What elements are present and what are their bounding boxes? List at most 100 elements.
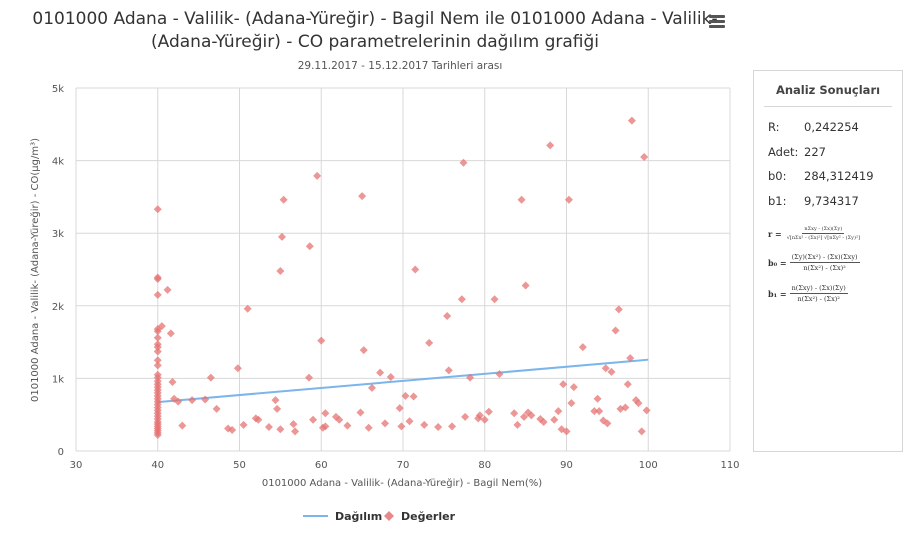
scatter-point[interactable]	[386, 372, 395, 381]
scatter-point[interactable]	[554, 407, 563, 416]
scatter-point[interactable]	[174, 397, 183, 406]
scatter-point[interactable]	[603, 419, 612, 428]
scatter-point[interactable]	[595, 407, 604, 416]
scatter-point[interactable]	[273, 404, 282, 413]
scatter-point[interactable]	[157, 322, 166, 331]
scatter-point[interactable]	[153, 333, 162, 342]
scatter-point[interactable]	[510, 409, 519, 418]
scatter-point[interactable]	[621, 403, 630, 412]
scatter-point[interactable]	[623, 380, 632, 389]
scatter-point[interactable]	[513, 420, 522, 429]
scatter-point[interactable]	[562, 427, 571, 436]
scatter-point[interactable]	[153, 343, 162, 352]
scatter-point[interactable]	[614, 305, 623, 314]
scatter-points[interactable]	[153, 116, 651, 440]
scatter-point[interactable]	[153, 205, 162, 214]
scatter-point[interactable]	[409, 392, 418, 401]
scatter-point[interactable]	[459, 158, 468, 167]
scatter-point[interactable]	[317, 336, 326, 345]
scatter-point[interactable]	[243, 304, 252, 313]
scatter-point[interactable]	[356, 408, 365, 417]
scatter-point[interactable]	[480, 415, 489, 424]
scatter-point[interactable]	[381, 419, 390, 428]
scatter-point[interactable]	[434, 423, 443, 432]
scatter-point[interactable]	[201, 395, 210, 404]
scatter-point[interactable]	[461, 412, 470, 421]
scatter-point[interactable]	[642, 406, 651, 415]
scatter-point[interactable]	[484, 407, 493, 416]
scatter-point[interactable]	[321, 409, 330, 418]
scatter-point[interactable]	[276, 266, 285, 275]
scatter-point[interactable]	[405, 417, 414, 426]
scatter-point[interactable]	[153, 290, 162, 299]
chart-legend[interactable]: Dağılım Değerler	[303, 510, 456, 523]
regression-series[interactable]	[157, 358, 649, 404]
scatter-point[interactable]	[153, 347, 162, 356]
scatter-point[interactable]	[343, 421, 352, 430]
scatter-point[interactable]	[490, 295, 499, 304]
legend-item-dagilim[interactable]: Dağılım	[303, 510, 382, 523]
scatter-point[interactable]	[188, 396, 197, 405]
scatter-point[interactable]	[420, 420, 429, 429]
scatter-point[interactable]	[590, 407, 599, 416]
scatter-point[interactable]	[313, 171, 322, 180]
scatter-point[interactable]	[626, 354, 635, 363]
scatter-point[interactable]	[564, 195, 573, 204]
scatter-point[interactable]	[601, 364, 610, 373]
scatter-point[interactable]	[228, 425, 237, 434]
scatter-point[interactable]	[593, 394, 602, 403]
scatter-point[interactable]	[153, 327, 162, 336]
scatter-point[interactable]	[278, 232, 287, 241]
scatter-point[interactable]	[359, 346, 368, 355]
scatter-point[interactable]	[637, 427, 646, 436]
scatter-point[interactable]	[212, 404, 221, 413]
scatter-point[interactable]	[627, 116, 636, 125]
scatter-point[interactable]	[567, 399, 576, 408]
scatter-point[interactable]	[264, 423, 273, 432]
scatter-point[interactable]	[206, 373, 215, 382]
scatter-point[interactable]	[578, 343, 587, 352]
scatter-point[interactable]	[411, 265, 420, 274]
scatter-point[interactable]	[546, 141, 555, 150]
legend-item-degerler[interactable]: Değerler	[384, 510, 456, 523]
scatter-point[interactable]	[305, 242, 314, 251]
hamburger-menu-icon[interactable]	[709, 15, 725, 29]
scatter-point[interactable]	[443, 311, 452, 320]
scatter-point[interactable]	[425, 338, 434, 347]
scatter-point[interactable]	[153, 274, 162, 283]
scatter-point[interactable]	[166, 329, 175, 338]
scatter-point[interactable]	[358, 192, 367, 201]
scatter-point[interactable]	[539, 417, 548, 426]
scatter-point[interactable]	[517, 195, 526, 204]
scatter-point[interactable]	[527, 411, 536, 420]
scatter-point[interactable]	[634, 399, 643, 408]
scatter-point[interactable]	[291, 427, 300, 436]
scatter-point[interactable]	[475, 411, 484, 420]
scatter-point[interactable]	[640, 152, 649, 161]
scatter-point[interactable]	[163, 285, 172, 294]
scatter-point[interactable]	[401, 391, 410, 400]
scatter-point[interactable]	[611, 326, 620, 335]
scatter-point[interactable]	[304, 373, 313, 382]
scatter-point[interactable]	[289, 420, 298, 429]
scatter-point[interactable]	[271, 396, 280, 405]
scatter-point[interactable]	[495, 370, 504, 379]
regression-line[interactable]	[157, 358, 649, 404]
scatter-point[interactable]	[153, 356, 162, 365]
scatter-point[interactable]	[233, 364, 242, 373]
scatter-point[interactable]	[457, 295, 466, 304]
scatter-point[interactable]	[521, 281, 530, 290]
scatter-point[interactable]	[276, 425, 285, 434]
scatter-point[interactable]	[279, 195, 288, 204]
scatter-point[interactable]	[364, 423, 373, 432]
scatter-point[interactable]	[397, 422, 406, 431]
scatter-point[interactable]	[153, 431, 162, 440]
scatter-point[interactable]	[153, 361, 162, 370]
scatter-point[interactable]	[239, 420, 248, 429]
scatter-point[interactable]	[395, 404, 404, 413]
scatter-point[interactable]	[448, 422, 457, 431]
scatter-point[interactable]	[444, 366, 453, 375]
scatter-point[interactable]	[569, 383, 578, 392]
scatter-point[interactable]	[550, 415, 559, 424]
scatter-point[interactable]	[168, 378, 177, 387]
